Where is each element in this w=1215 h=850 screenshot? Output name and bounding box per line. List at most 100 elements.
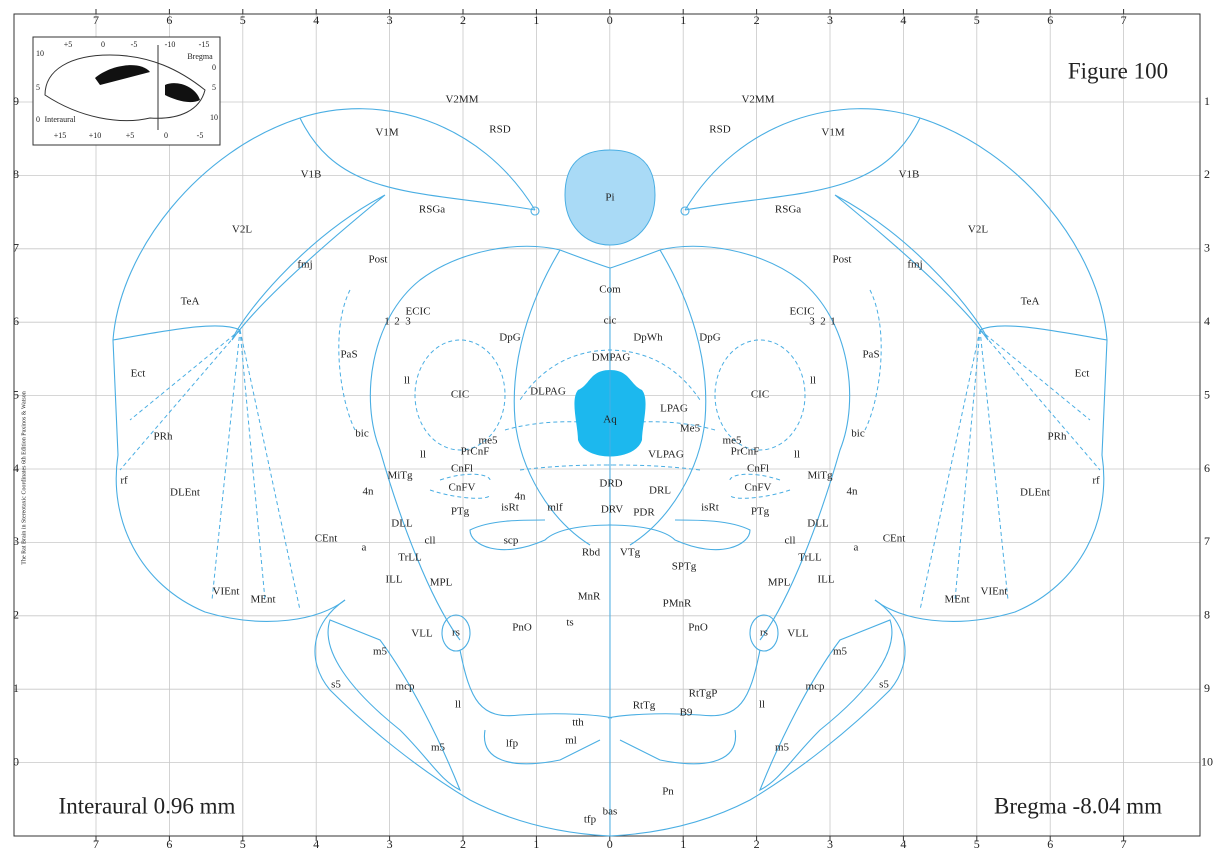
region-label: isRt xyxy=(501,502,519,514)
top-tick-label: 6 xyxy=(1047,13,1053,27)
region-label: TrLL xyxy=(398,552,422,564)
region-label: PaS xyxy=(340,349,357,361)
region-label: Rbd xyxy=(582,547,601,559)
right-tick-label: 8 xyxy=(1204,608,1210,622)
region-label: VIEnt xyxy=(213,586,240,598)
inset-label: -15 xyxy=(199,40,210,49)
top-tick-label: 1 xyxy=(680,13,686,27)
region-label: PrCnF xyxy=(731,446,760,458)
bottom-tick-label: 2 xyxy=(754,837,760,850)
bottom-tick-label: 6 xyxy=(166,837,172,850)
region-label: PaS xyxy=(862,349,879,361)
region-label: VIEnt xyxy=(981,586,1008,598)
region-label: Com xyxy=(599,284,621,296)
region-label: CIC xyxy=(451,389,469,401)
region-label: fmj xyxy=(907,259,922,271)
region-label: DpG xyxy=(699,332,720,344)
region-label: CnFV xyxy=(449,482,476,494)
region-label: PTg xyxy=(751,506,770,518)
region-label: Aq xyxy=(603,414,617,426)
top-tick-label: 1 xyxy=(533,13,539,27)
region-label: Ect xyxy=(1075,368,1090,380)
region-label: DLL xyxy=(807,518,829,530)
bottom-tick-label: 1 xyxy=(533,837,539,850)
bottom-tick-label: 4 xyxy=(313,837,319,850)
right-tick-label: 6 xyxy=(1204,461,1210,475)
region-label: Post xyxy=(369,254,388,266)
region-label: cic xyxy=(604,315,617,327)
region-label: s5 xyxy=(879,679,889,691)
top-tick-label: 6 xyxy=(166,13,172,27)
region-label: ll xyxy=(810,375,816,387)
left-tick-label: 7 xyxy=(13,241,19,255)
top-tick-label: 2 xyxy=(754,13,760,27)
region-label: CnFl xyxy=(451,463,473,475)
region-label: V2MM xyxy=(741,94,774,106)
inset-label: -5 xyxy=(197,131,204,140)
region-label: CEnt xyxy=(315,533,338,545)
bottom-tick-label: 4 xyxy=(900,837,906,850)
region-label: RSD xyxy=(489,124,510,136)
bottom-tick-label: 3 xyxy=(387,837,393,850)
bottom-tick-label: 7 xyxy=(1121,837,1127,850)
region-label: 4n xyxy=(847,486,859,498)
bottom-tick-label: 5 xyxy=(974,837,980,850)
region-label: Me5 xyxy=(680,423,701,435)
right-tick-label: 7 xyxy=(1204,534,1210,548)
top-tick-label: 7 xyxy=(93,13,99,27)
region-label: V1M xyxy=(375,127,398,139)
inset-label: +10 xyxy=(89,131,102,140)
inset xyxy=(32,36,221,146)
top-tick-label: 7 xyxy=(1121,13,1127,27)
region-label: CEnt xyxy=(883,533,906,545)
region-label: ll xyxy=(420,449,426,461)
top-tick-label: 3 xyxy=(387,13,393,27)
inset-label: 0 xyxy=(164,131,168,140)
region-label: rs xyxy=(452,627,460,639)
bottom-tick-label: 5 xyxy=(240,837,246,850)
region-label: ll xyxy=(404,375,410,387)
region-label: V1M xyxy=(821,127,844,139)
region-label: CIC xyxy=(751,389,769,401)
region-label: MEnt xyxy=(944,594,969,606)
region-label: DRD xyxy=(599,478,622,490)
region-label: DLL xyxy=(391,518,413,530)
region-label: cll xyxy=(425,535,436,547)
region-label: LPAG xyxy=(660,403,688,415)
region-label: mcp xyxy=(396,681,415,693)
figure-number: Figure 100 xyxy=(1068,58,1168,83)
region-label: bas xyxy=(603,806,618,818)
region-label: ll xyxy=(794,449,800,461)
inset-label: 0 xyxy=(212,63,216,72)
region-label: RtTgP xyxy=(689,688,718,700)
region-label: PRh xyxy=(154,431,173,443)
left-tick-label: 2 xyxy=(13,608,19,622)
region-label: PnO xyxy=(512,622,532,634)
region-label: ll xyxy=(759,699,765,711)
region-label: tth xyxy=(572,717,584,729)
region-label: bic xyxy=(355,428,369,440)
region-label: mcp xyxy=(806,681,825,693)
left-hemisphere xyxy=(112,108,613,837)
region-label: 1 xyxy=(384,316,390,328)
region-label: CnFl xyxy=(747,463,769,475)
bottom-tick-label: 7 xyxy=(93,837,99,850)
region-label: 2 xyxy=(394,316,400,328)
inset-label: Interaural xyxy=(44,115,76,124)
region-label: PMnR xyxy=(663,598,692,610)
region-label: rf xyxy=(1092,475,1100,487)
region-label: 3 xyxy=(405,316,411,328)
region-label: DLEnt xyxy=(170,487,200,499)
inset-label: +15 xyxy=(54,131,67,140)
top-tick-label: 5 xyxy=(974,13,980,27)
top-tick-label: 0 xyxy=(607,13,613,27)
inset-label: Bregma xyxy=(187,52,213,61)
region-label: V2MM xyxy=(445,94,478,106)
region-label: MEnt xyxy=(250,594,275,606)
region-label: tfp xyxy=(584,814,597,826)
inset-label: 0 xyxy=(101,40,105,49)
region-label: bic xyxy=(851,428,865,440)
region-label: m5 xyxy=(833,646,848,658)
region-label: m5 xyxy=(373,646,388,658)
